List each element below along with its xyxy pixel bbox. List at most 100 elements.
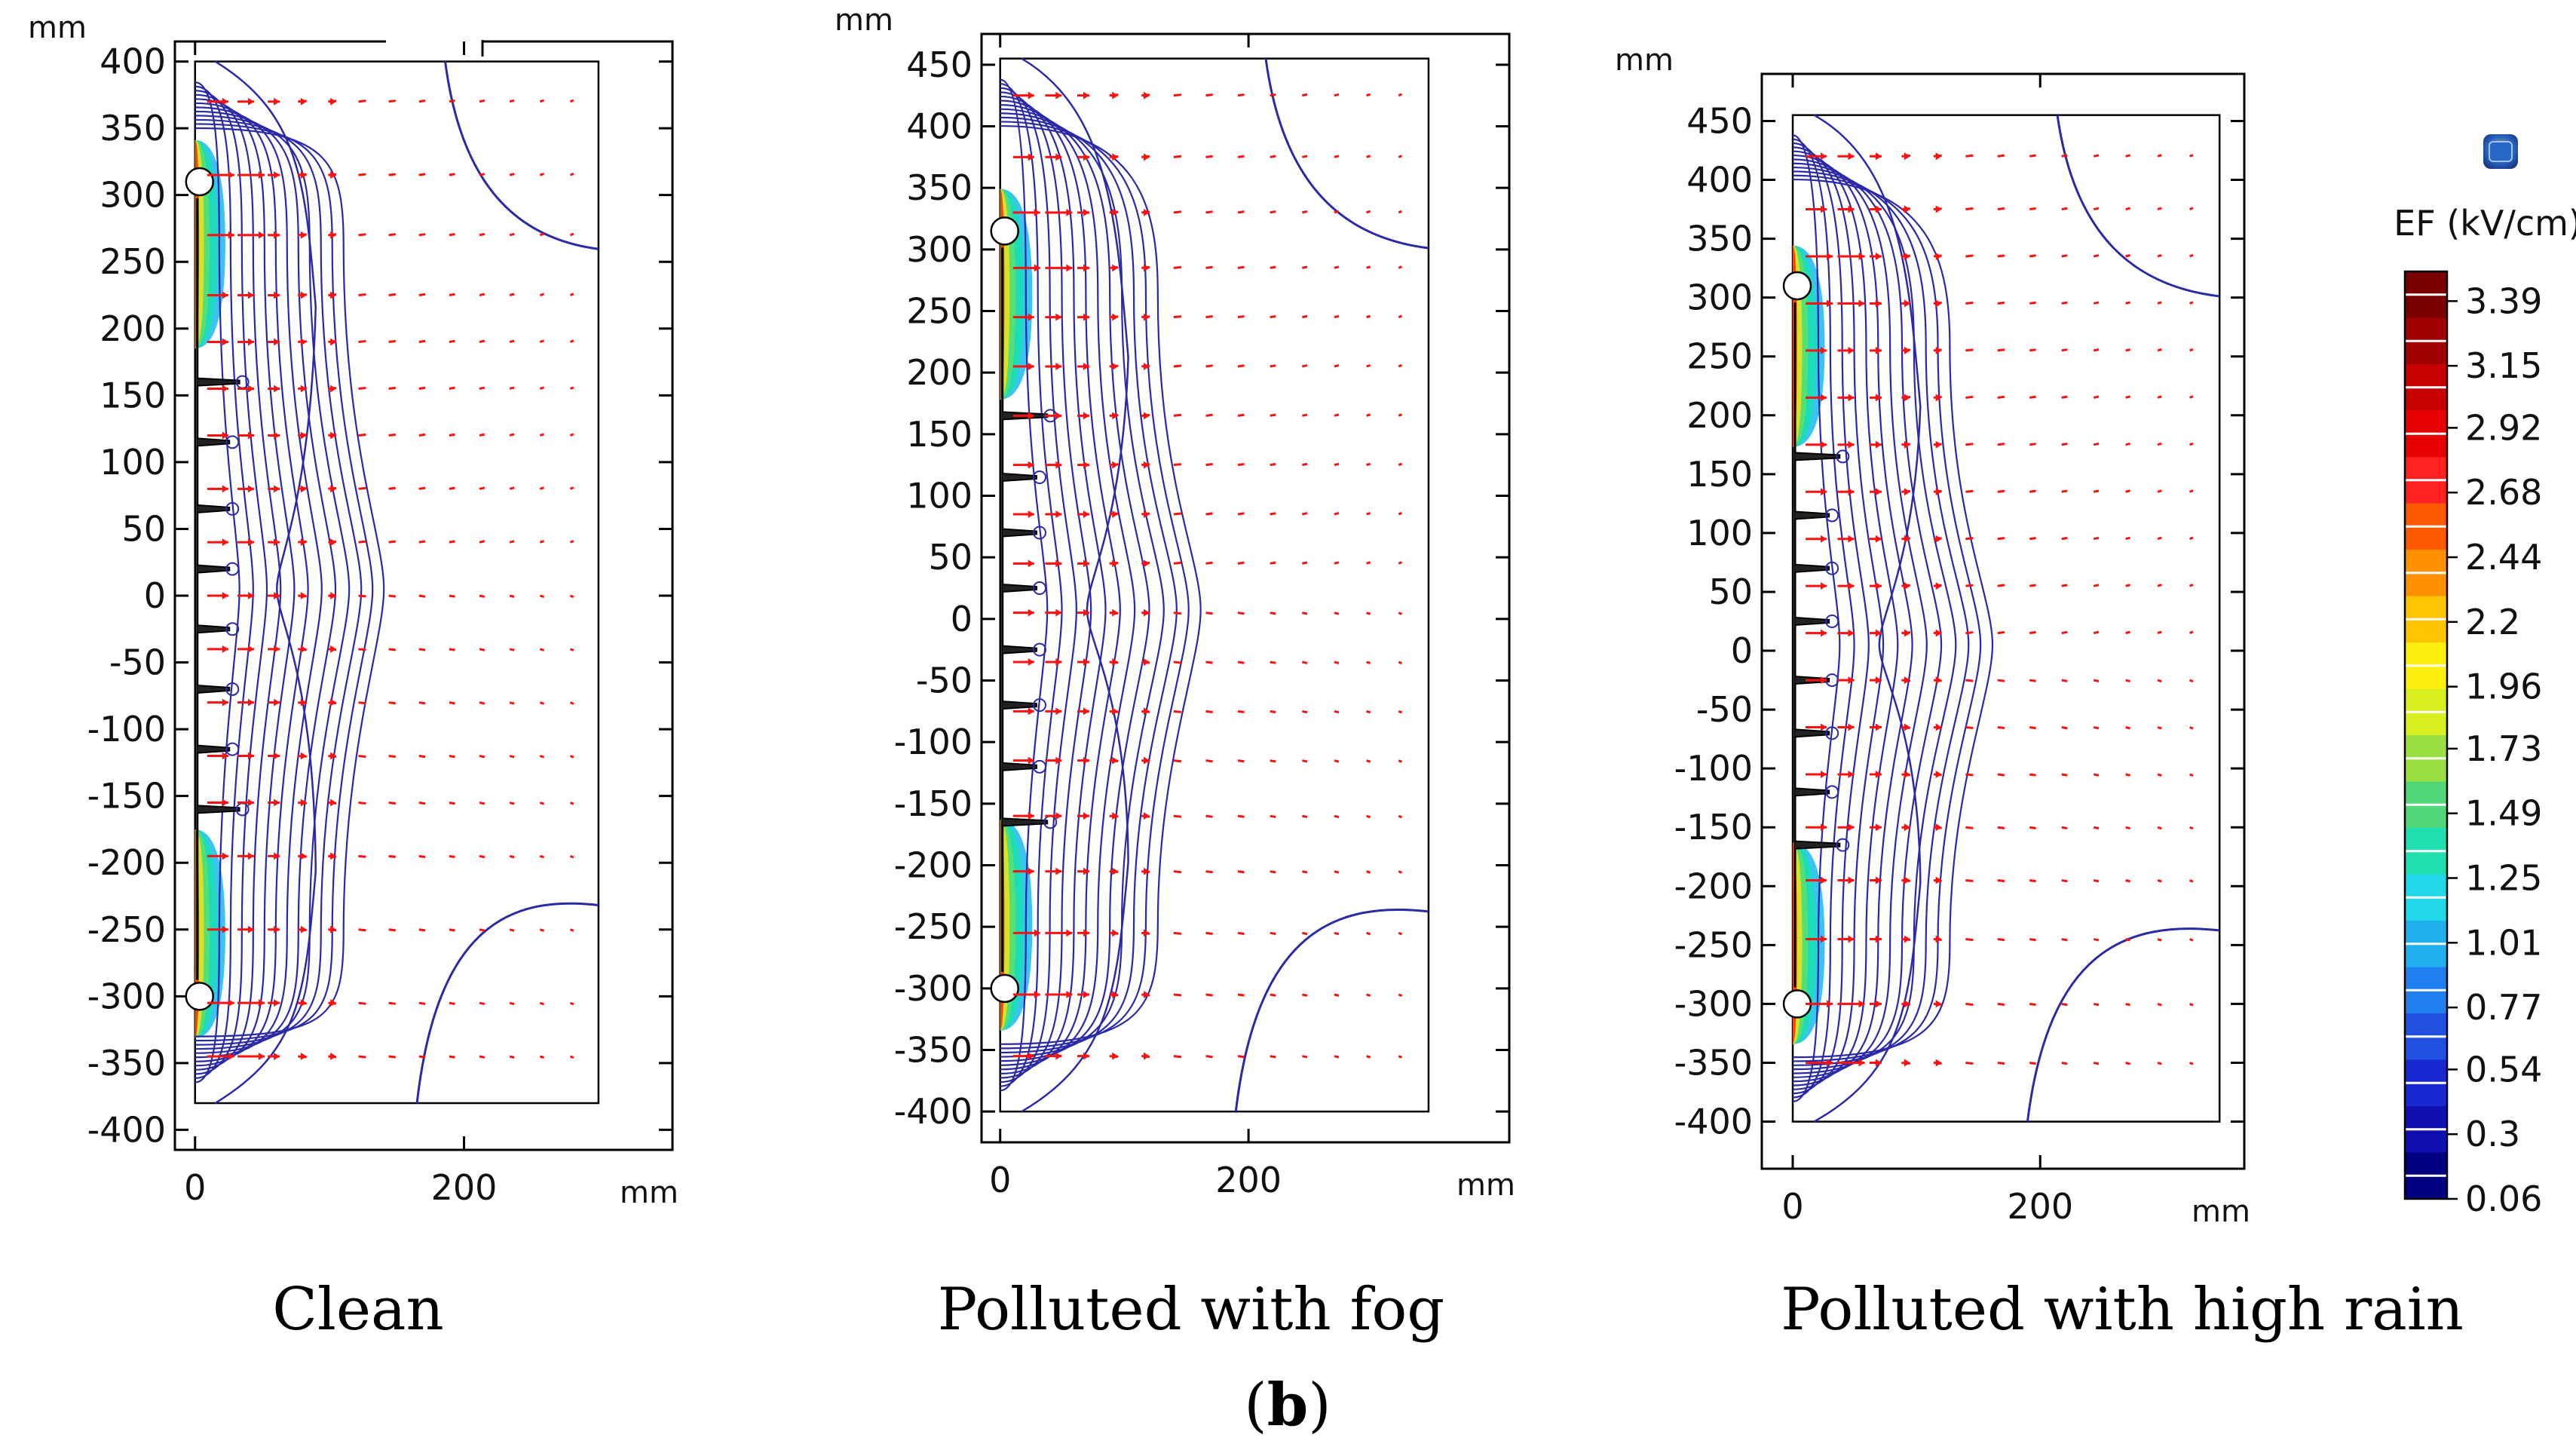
contour-corner-top: [444, 61, 599, 250]
field-vector-arrow: [1270, 814, 1276, 818]
field-vector-arrow: [2093, 442, 2100, 446]
field-vector-arrow: [509, 802, 515, 805]
field-vector-arrow: [1334, 612, 1340, 615]
field-vector-head: [228, 171, 234, 179]
field-vector-arrow: [1398, 1055, 1403, 1059]
panel-title: Polluted with fog: [938, 1276, 1444, 1344]
field-vector-arrow: [1173, 561, 1181, 565]
field-vector-arrow: [358, 486, 366, 490]
field-vector-arrow: [449, 648, 455, 651]
field-vector-arrow: [449, 433, 455, 437]
field-vector-arrow: [539, 386, 544, 390]
electrode-end-fitting: [185, 167, 215, 197]
field-vector-arrow: [539, 1055, 544, 1059]
equipotential-contour: [195, 123, 374, 1042]
field-vector-head: [1904, 1059, 1910, 1067]
field-vector-arrow: [358, 854, 366, 858]
field-vector-arrow: [1366, 993, 1371, 998]
field-vector-arrow: [1334, 561, 1340, 565]
field-vector-arrow: [1997, 679, 2005, 682]
y-tick-label: -350: [87, 1043, 166, 1084]
field-vector-arrow: [2125, 826, 2130, 830]
field-vector-arrow: [569, 802, 574, 805]
equipotential-contour: [1792, 134, 1841, 1102]
field-vector-head: [1821, 676, 1827, 685]
field-vector-arrow: [509, 854, 515, 859]
field-vector-arrow: [1270, 561, 1276, 565]
field-vector-arrow: [2093, 584, 2100, 587]
field-vector-head: [1055, 608, 1062, 617]
field-vector-head: [1821, 346, 1827, 354]
field-vector-head: [1935, 1059, 1942, 1067]
field-vector-head: [1144, 510, 1150, 518]
field-vector-head: [247, 291, 254, 299]
colorbar-tick-label: 2.68: [2465, 472, 2542, 513]
field-vector-arrow: [1997, 878, 2005, 883]
y-tick-label: 400: [906, 106, 973, 147]
field-vector-head: [300, 338, 307, 346]
insulator-shed: [197, 624, 231, 634]
field-vector-head: [247, 698, 254, 707]
field-vector-arrow: [418, 99, 426, 103]
field-vector-head: [1112, 510, 1119, 518]
field-vector-arrow: [1270, 759, 1276, 763]
field-vector-arrow: [2029, 1061, 2036, 1065]
insulator-shed: [1794, 563, 1830, 573]
field-vector-arrow: [1173, 710, 1181, 713]
equipotential-contour: [1793, 178, 1994, 1059]
y-tick-label: -50: [1696, 689, 1753, 730]
field-vector-head: [1055, 510, 1062, 518]
field-vector-arrow: [1366, 511, 1371, 516]
field-vector-head: [1144, 812, 1150, 820]
field-vector-head: [1144, 153, 1150, 161]
field-vector-arrow: [1270, 612, 1276, 615]
field-vector-arrow: [1366, 265, 1371, 269]
field-vector-arrow: [1965, 584, 1974, 587]
y-tick-label: -150: [894, 783, 973, 824]
field-vector-arrow: [449, 99, 455, 103]
panel-title: Clean: [272, 1276, 444, 1344]
field-vector-arrow: [388, 100, 397, 103]
field-vector-arrow: [569, 540, 574, 544]
y-tick-label: 400: [100, 41, 166, 82]
y-tick-label: 50: [928, 537, 973, 578]
field-vector-head: [1144, 461, 1150, 469]
field-vector-head: [1144, 264, 1150, 272]
field-vector-head: [222, 485, 228, 493]
field-vector-arrow: [1997, 154, 2005, 158]
field-vector-head: [1848, 394, 1855, 402]
field-vector-head: [274, 431, 280, 440]
field-vector-arrow: [1997, 207, 2005, 211]
field-vector-head: [300, 698, 307, 707]
field-vector-head: [1112, 264, 1119, 272]
electrode-end-fitting: [990, 216, 1019, 246]
field-vector-arrow: [418, 802, 426, 805]
field-vector-head: [1875, 770, 1882, 778]
field-vector-arrow: [1270, 210, 1276, 214]
field-vector-arrow: [1270, 265, 1276, 269]
field-vector-head: [1112, 461, 1119, 469]
field-vector-head: [1028, 510, 1034, 518]
field-vector-arrow: [1398, 814, 1403, 819]
field-vector-head: [274, 698, 280, 707]
field-vector-head: [1083, 559, 1089, 568]
field-vector-arrow: [1398, 661, 1403, 665]
field-vector-arrow: [1997, 443, 2005, 446]
field-vector-arrow: [1173, 1055, 1181, 1059]
x-tick-label: 200: [1215, 1160, 1282, 1200]
equipotential-contour: [1000, 104, 1136, 1066]
field-vector-head: [1875, 582, 1882, 590]
field-vector-head: [274, 171, 280, 179]
field-vector-head: [1904, 770, 1910, 778]
y-tick-label: -250: [87, 909, 166, 950]
field-vector-head: [222, 852, 228, 860]
field-vector-head: [1875, 394, 1882, 402]
field-vector-arrow: [2125, 254, 2130, 258]
field-vector-arrow: [569, 854, 574, 859]
field-vector-arrow: [1270, 661, 1276, 664]
field-vector-arrow: [2029, 348, 2036, 352]
field-vector-arrow: [2061, 679, 2068, 682]
field-vector-head: [1821, 152, 1827, 161]
y-tick-label: -200: [87, 842, 166, 883]
field-vector-head: [1055, 363, 1062, 370]
